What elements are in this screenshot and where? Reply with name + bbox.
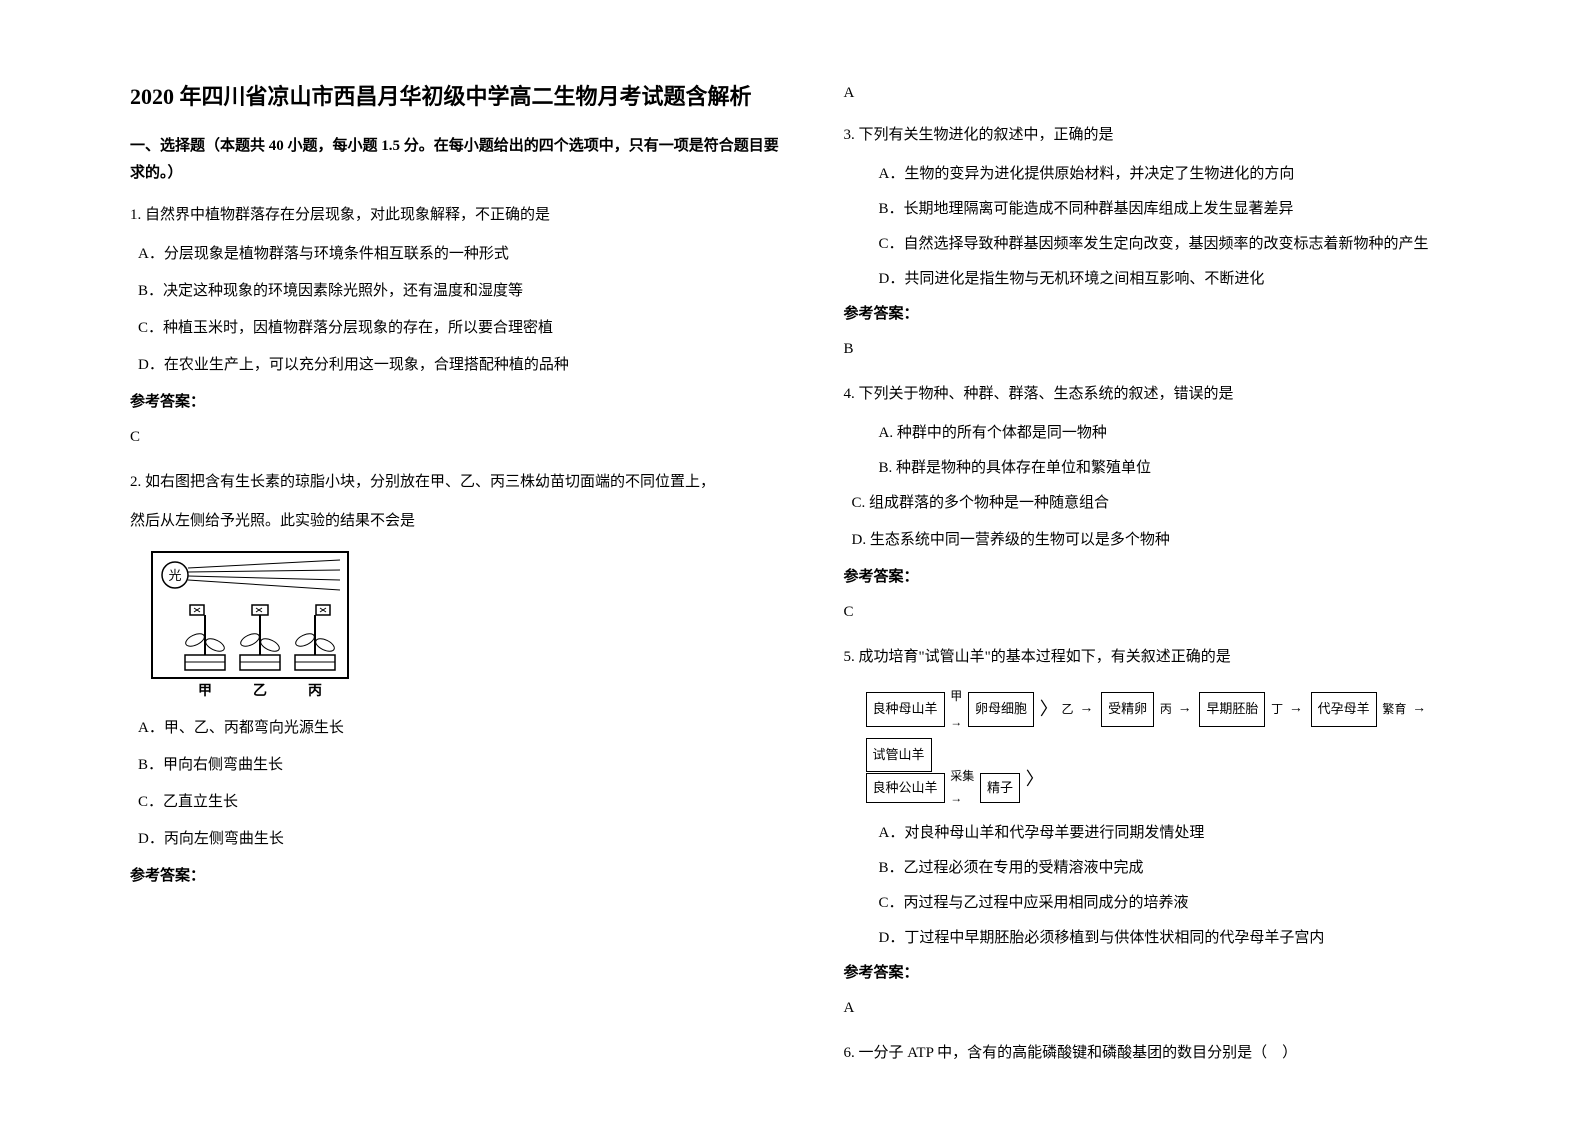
q3-text: 3. 下列有关生物进化的叙述中，正确的是 xyxy=(844,122,1498,149)
flow-label: 丙 xyxy=(1160,696,1172,722)
q1-option-d: D．在农业生产上，可以充分利用这一现象，合理搭配种植的品种 xyxy=(130,352,784,379)
svg-text:丙: 丙 xyxy=(308,683,322,699)
q6-text: 6. 一分子 ATP 中，含有的高能磷酸键和磷酸基团的数目分别是（ ） xyxy=(844,1040,1498,1067)
q2-option-d: D．丙向左侧弯曲生长 xyxy=(130,826,784,853)
question-1: 1. 自然界中植物群落存在分层现象，对此现象解释，不正确的是 A．分层现象是植物… xyxy=(130,202,784,451)
flow-label: 繁育 xyxy=(1382,696,1406,722)
q1-text: 1. 自然界中植物群落存在分层现象，对此现象解释，不正确的是 xyxy=(130,202,784,229)
q5-flow-diagram: 良种母山羊 甲→ 卵母细胞 〉 乙 → 受精卵 丙 → 早期胚胎 丁 → 代孕母… xyxy=(864,683,1498,810)
q4-option-a: A. 种群中的所有个体都是同一物种 xyxy=(844,420,1498,447)
flow-label: 丁 xyxy=(1271,696,1283,722)
flow-box: 早期胚胎 xyxy=(1199,692,1265,727)
flow-box: 良种公山羊 xyxy=(866,773,945,802)
answer-label: 参考答案： xyxy=(844,564,1498,591)
q3-option-c: C．自然选择导致种群基因频率发生定向改变，基因频率的改变标志着新物种的产生 xyxy=(844,231,1498,258)
answer-label: 参考答案： xyxy=(844,301,1498,328)
answer-label: 参考答案： xyxy=(130,863,784,890)
q2-answer: A xyxy=(844,80,1498,107)
q5-option-a: A．对良种母山羊和代孕母羊要进行同期发情处理 xyxy=(844,820,1498,847)
left-column: 2020 年四川省凉山市西昌月华初级中学高二生物月考试题含解析 一、选择题（本题… xyxy=(100,80,814,1082)
exam-title: 2020 年四川省凉山市西昌月华初级中学高二生物月考试题含解析 xyxy=(130,80,784,113)
question-4: 4. 下列关于物种、种群、群落、生态系统的叙述，错误的是 A. 种群中的所有个体… xyxy=(844,381,1498,626)
plant-diagram-svg: 光 xyxy=(150,550,350,700)
q2-text: 2. 如右图把含有生长素的琼脂小块，分别放在甲、乙、丙三株幼苗切面端的不同位置上… xyxy=(130,469,784,496)
svg-text:甲: 甲 xyxy=(198,683,212,699)
arrow-icon: → xyxy=(1079,694,1093,725)
q4-option-d: D. 生态系统中同一营养级的生物可以是多个物种 xyxy=(844,527,1498,554)
flow-box: 良种母山羊 xyxy=(866,692,945,727)
q4-text: 4. 下列关于物种、种群、群落、生态系统的叙述，错误的是 xyxy=(844,381,1498,408)
q4-answer: C xyxy=(844,599,1498,626)
svg-text:乙: 乙 xyxy=(253,683,267,699)
q2-diagram: 光 xyxy=(150,550,784,700)
flow-label: 乙 xyxy=(1062,696,1074,722)
section-header: 一、选择题（本题共 40 小题，每小题 1.5 分。在每小题给出的四个选项中，只… xyxy=(130,133,784,187)
q2-option-a: A．甲、乙、丙都弯向光源生长 xyxy=(130,715,784,742)
q3-option-a: A．生物的变异为进化提供原始材料，并决定了生物进化的方向 xyxy=(844,161,1498,188)
q4-option-c: C. 组成群落的多个物种是一种随意组合 xyxy=(844,490,1498,517)
q3-option-d: D．共同进化是指生物与无机环境之间相互影响、不断进化 xyxy=(844,266,1498,293)
q5-option-c: C．丙过程与乙过程中应采用相同成分的培养液 xyxy=(844,890,1498,917)
q2-option-c: C．乙直立生长 xyxy=(130,789,784,816)
q2-text2: 然后从左侧给予光照。此实验的结果不会是 xyxy=(130,508,784,535)
q3-answer: B xyxy=(844,336,1498,363)
right-column: A 3. 下列有关生物进化的叙述中，正确的是 A．生物的变异为进化提供原始材料，… xyxy=(814,80,1528,1082)
question-5: 5. 成功培育"试管山羊"的基本过程如下，有关叙述正确的是 良种母山羊 甲→ 卵… xyxy=(844,644,1498,1022)
answer-label: 参考答案： xyxy=(844,960,1498,987)
q1-option-b: B．决定这种现象的环境因素除光照外，还有温度和湿度等 xyxy=(130,278,784,305)
q3-option-b: B．长期地理隔离可能造成不同种群基因库组成上发生显著差异 xyxy=(844,196,1498,223)
question-2: 2. 如右图把含有生长素的琼脂小块，分别放在甲、乙、丙三株幼苗切面端的不同位置上… xyxy=(130,469,784,890)
question-6: 6. 一分子 ATP 中，含有的高能磷酸键和磷酸基团的数目分别是（ ） xyxy=(844,1040,1498,1067)
flow-label: 采集→ xyxy=(950,766,974,809)
q1-option-a: A．分层现象是植物群落与环境条件相互联系的一种形式 xyxy=(130,241,784,268)
flow-label: 甲→ xyxy=(950,683,962,736)
flow-box: 卵母细胞 xyxy=(968,692,1034,727)
answer-label: 参考答案： xyxy=(130,389,784,416)
arrow-icon: → xyxy=(1289,694,1303,725)
q5-answer: A xyxy=(844,995,1498,1022)
q4-option-b: B. 种群是物种的具体存在单位和繁殖单位 xyxy=(844,455,1498,482)
flow-box: 受精卵 xyxy=(1101,692,1154,727)
sun-label-text: 光 xyxy=(168,568,181,583)
arrow-icon: → xyxy=(1412,694,1426,725)
flow-box: 代孕母羊 xyxy=(1311,692,1377,727)
flow-box: 精子 xyxy=(980,773,1020,802)
q2-option-b: B．甲向右侧弯曲生长 xyxy=(130,752,784,779)
arrow-icon: → xyxy=(1178,694,1192,725)
q1-option-c: C．种植玉米时，因植物群落分层现象的存在，所以要合理密植 xyxy=(130,315,784,342)
q5-option-b: B．乙过程必须在专用的受精溶液中完成 xyxy=(844,855,1498,882)
q1-answer: C xyxy=(130,424,784,451)
q5-option-d: D．丁过程中早期胚胎必须移植到与供体性状相同的代孕母羊子宫内 xyxy=(844,925,1498,952)
q5-text: 5. 成功培育"试管山羊"的基本过程如下，有关叙述正确的是 xyxy=(844,644,1498,671)
question-3: 3. 下列有关生物进化的叙述中，正确的是 A．生物的变异为进化提供原始材料，并决… xyxy=(844,122,1498,363)
